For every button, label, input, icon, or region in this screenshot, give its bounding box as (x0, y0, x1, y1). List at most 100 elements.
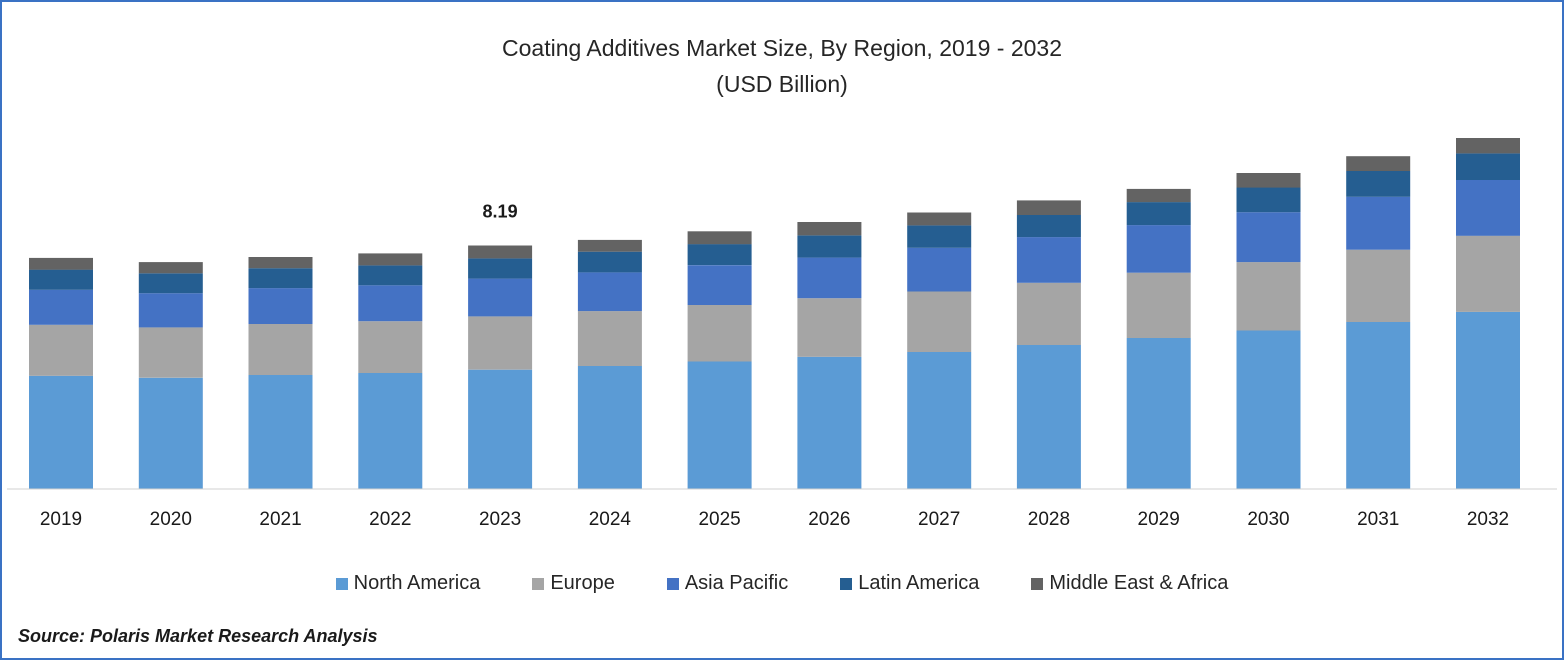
legend-swatch-europe (532, 577, 545, 590)
x-tick-2022: 2022 (369, 509, 411, 530)
x-tick-2019: 2019 (40, 509, 82, 530)
data-label-2023: 8.19 (483, 202, 518, 222)
bar-2019-europe (29, 324, 93, 376)
bar-2020-asia-pacific (138, 293, 203, 328)
plot-area: 2019 2020 2021 2022 2023 8.19 2024 2025 2026 2027… (7, 138, 1557, 530)
bar-2030-europe (1236, 262, 1301, 331)
bar-2021-latin-america (248, 268, 313, 289)
x-tick-2028: 2028 (1028, 509, 1070, 530)
bar-2022-middle-east-africa (358, 253, 423, 266)
bar-2031-middle-east-africa (1346, 156, 1411, 171)
bar-2031-asia-pacific (1346, 196, 1411, 250)
chart-title: Coating Additives Market Size, By Region… (502, 35, 1062, 61)
bar-2032-middle-east-africa (1456, 138, 1520, 154)
bar-2029-asia-pacific (1126, 225, 1191, 273)
x-tick-2021: 2021 (259, 509, 301, 530)
legend-swatch-asia-pacific (666, 577, 679, 590)
bar-2022-latin-america (358, 265, 423, 286)
legend-item-north-america: North America (335, 572, 481, 595)
bar-2025-middle-east-africa (687, 231, 752, 245)
bar-2024-europe (577, 311, 642, 366)
bar-2024-latin-america (577, 251, 642, 273)
bar-2021-europe (248, 324, 313, 375)
bar-2022-europe (358, 321, 423, 373)
bar-2029-middle-east-africa (1126, 188, 1191, 203)
bar-2026-asia-pacific (797, 257, 862, 299)
bar-2028-middle-east-africa (1016, 200, 1081, 215)
legend-swatch-middle-east-africa (1031, 577, 1044, 590)
x-tick-2026: 2026 (808, 509, 850, 530)
bar-2029-north-america (1126, 338, 1191, 489)
bar-2023-asia-pacific (468, 278, 533, 317)
bar-2023-latin-america (468, 258, 533, 279)
bar-2021-asia-pacific (248, 288, 313, 324)
bar-2019-asia-pacific (29, 289, 93, 325)
bar-2027-asia-pacific (907, 247, 972, 292)
bar-2020-latin-america (138, 273, 203, 294)
bar-2020-middle-east-africa (138, 262, 203, 274)
bar-2025-latin-america (687, 244, 752, 266)
legend-label-middle-east-africa: Middle East & Africa (1049, 572, 1229, 594)
bar-2029-europe (1126, 272, 1191, 338)
bar-2032-north-america (1456, 311, 1520, 489)
bar-2032-asia-pacific (1456, 180, 1520, 236)
bar-2028-north-america (1016, 345, 1081, 489)
bar-2027-middle-east-africa (907, 212, 972, 226)
bar-2024-north-america (577, 366, 642, 489)
bar-2020-europe (138, 327, 203, 378)
x-tick-2025: 2025 (698, 509, 740, 530)
bar-2020-north-america (138, 377, 203, 489)
bar-2023-middle-east-africa (468, 245, 533, 259)
bar-2022-asia-pacific (358, 285, 423, 322)
bar-2025-north-america (687, 361, 752, 489)
bar-2030-latin-america (1236, 187, 1301, 213)
bar-2027-latin-america (907, 225, 972, 248)
bar-2028-europe (1016, 282, 1081, 345)
legend-item-europe: Europe (532, 572, 615, 595)
bar-2031-latin-america (1346, 171, 1411, 197)
legend-item-middle-east-africa: Middle East & Africa (1031, 572, 1228, 595)
bar-2030-north-america (1236, 330, 1301, 489)
bar-2023-europe (468, 316, 533, 370)
legend-swatch-north-america (335, 577, 348, 590)
bar-2031-north-america (1346, 322, 1411, 489)
bar-2032-europe (1456, 235, 1520, 312)
bar-2031-europe (1346, 249, 1411, 322)
bar-2023-north-america (468, 369, 533, 489)
legend: North America Europe Asia Pacific Latin Ame… (2, 572, 1562, 595)
bar-2021-middle-east-africa (248, 257, 313, 269)
bar-2032-latin-america (1456, 153, 1520, 180)
legend-swatch-latin-america (840, 577, 853, 590)
x-tick-2023: 2023 (479, 509, 521, 530)
bar-2030-asia-pacific (1236, 212, 1301, 263)
x-tick-2029: 2029 (1138, 509, 1180, 530)
bar-2025-europe (687, 304, 752, 362)
bar-2021-north-america (248, 375, 313, 489)
legend-label-asia-pacific: Asia Pacific (684, 572, 789, 594)
chart-subtitle: (USD Billion) (716, 71, 848, 97)
bar-2019-latin-america (29, 269, 93, 290)
bar-2028-latin-america (1016, 215, 1081, 238)
bar-2026-north-america (797, 356, 862, 489)
x-tick-2027: 2027 (918, 509, 960, 530)
source-note: Source: Polaris Market Research Analysis (18, 626, 378, 646)
bar-2024-asia-pacific (577, 272, 642, 312)
x-tick-2030: 2030 (1247, 509, 1289, 530)
legend-label-north-america: North America (353, 572, 481, 594)
legend-item-asia-pacific: Asia Pacific (666, 572, 789, 595)
bar-2019-north-america (29, 375, 93, 489)
legend-item-latin-america: Latin America (840, 572, 979, 595)
bar-2026-latin-america (797, 235, 862, 258)
legend-label-europe: Europe (550, 572, 615, 594)
bar-2025-asia-pacific (687, 265, 752, 305)
bar-2030-middle-east-africa (1236, 173, 1301, 188)
bar-2028-asia-pacific (1016, 237, 1081, 283)
legend-label-latin-america: Latin America (858, 572, 980, 594)
bar-2029-latin-america (1126, 202, 1191, 226)
x-tick-2024: 2024 (589, 509, 632, 530)
bar-2024-middle-east-africa (577, 239, 642, 252)
bar-2027-north-america (907, 352, 972, 489)
bar-2026-middle-east-africa (797, 222, 862, 236)
x-tick-2020: 2020 (150, 509, 192, 530)
